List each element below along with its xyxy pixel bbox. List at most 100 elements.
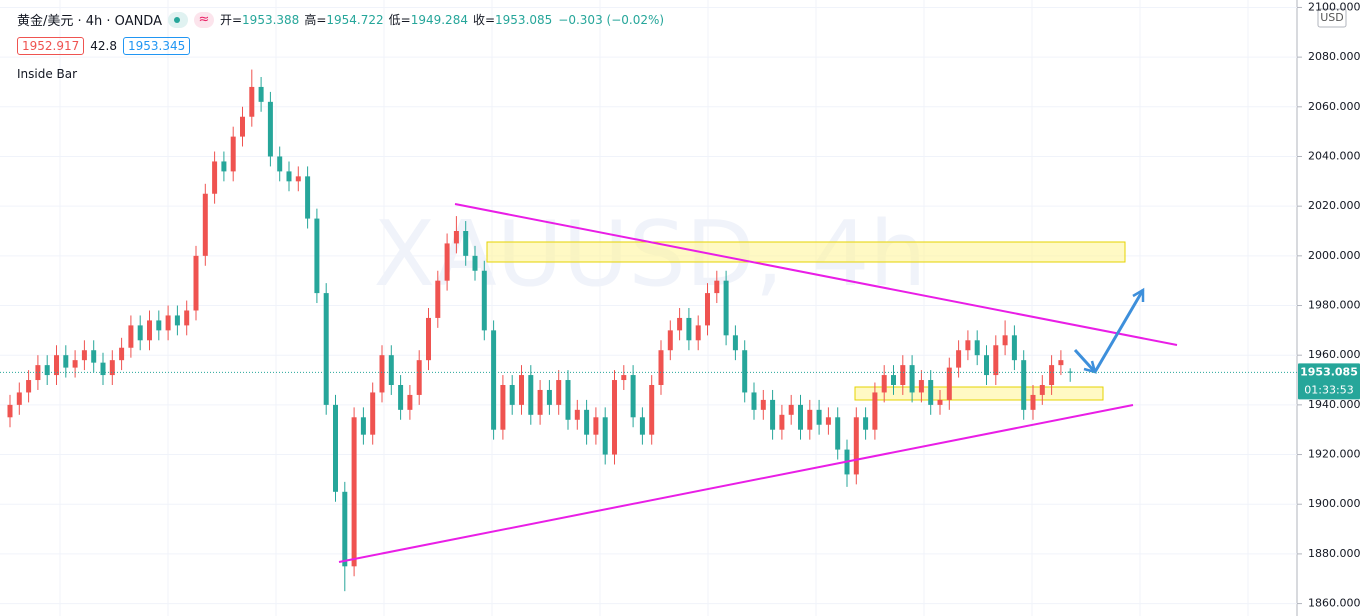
- last-price-label: 1953.085: [1300, 365, 1358, 378]
- ohlc-item: 收=1953.085: [473, 11, 552, 28]
- candle-body: [695, 325, 701, 341]
- y-tick-label: 2000.000: [1308, 249, 1361, 262]
- candle-body: [16, 392, 22, 405]
- y-tick-label: 2100.000: [1308, 0, 1361, 13]
- y-tick-label: 1960.000: [1308, 348, 1361, 361]
- candle-body: [481, 270, 487, 331]
- candle-body: [165, 315, 171, 331]
- candle-body: [565, 380, 571, 420]
- candle-body: [760, 399, 766, 410]
- candle-body: [853, 417, 859, 475]
- candle-body: [1039, 385, 1045, 395]
- candle-body: [881, 375, 887, 393]
- candle-body: [463, 231, 469, 256]
- candle-body: [119, 347, 125, 361]
- candle-body: [918, 380, 924, 393]
- candle-body: [602, 417, 608, 455]
- y-tick-label: 2040.000: [1308, 149, 1361, 162]
- candle-body: [742, 350, 748, 393]
- candle-body: [174, 315, 180, 326]
- candle-body: [333, 404, 338, 492]
- currency-box: [1317, 8, 1347, 28]
- ohlc-key: 低=: [388, 13, 411, 27]
- indicator[interactable]: Inside Bar: [17, 67, 78, 81]
- candle-body: [779, 414, 785, 430]
- candle-body: [295, 176, 301, 182]
- candle-body: [798, 404, 803, 430]
- y-tick-label: 1860.000: [1308, 597, 1361, 610]
- y-tick-label: 1920.000: [1308, 448, 1361, 461]
- candle-body: [128, 325, 134, 348]
- ohlc-value: 1949.284: [410, 13, 468, 27]
- candle-body: [305, 176, 311, 219]
- ask[interactable]: 1953.345: [122, 37, 191, 55]
- candle-body: [872, 392, 878, 430]
- candle-body: [519, 375, 524, 405]
- candle-body: [556, 380, 562, 405]
- candle-body: [147, 320, 152, 341]
- ohlc-key: 开=: [219, 13, 243, 27]
- candle-body: [184, 310, 190, 326]
- y-tick-label: 2060.000: [1308, 100, 1361, 113]
- candle-body: [528, 375, 534, 415]
- ohlc-item: 低=1949.284: [389, 11, 468, 28]
- support-zone: [854, 386, 1104, 401]
- candle-body: [639, 417, 645, 435]
- change: −0.303 (−0.02%): [558, 12, 665, 27]
- candle-body: [770, 399, 776, 430]
- candle-body: [379, 355, 385, 393]
- candle-body: [26, 380, 32, 393]
- candle-body: [240, 116, 245, 137]
- bid[interactable]: 1952.917: [17, 37, 85, 55]
- candle-body: [435, 280, 441, 318]
- candle-body: [574, 409, 580, 420]
- candle-body: [621, 375, 627, 381]
- candle-body: [509, 385, 515, 405]
- y-tick-label: 2020.000: [1308, 199, 1361, 212]
- candle-body: [63, 355, 69, 368]
- candle-body: [314, 218, 320, 294]
- candle-body: [630, 375, 636, 418]
- candle-body: [686, 317, 692, 341]
- market-badge[interactable]: ≈: [193, 11, 214, 28]
- candle-body: [956, 350, 962, 368]
- ohlc-key: 收=: [472, 13, 496, 27]
- candle-body: [677, 317, 683, 331]
- candle-body: [993, 345, 999, 376]
- candle-body: [109, 360, 115, 376]
- candle-body: [751, 392, 757, 410]
- candle-body: [1021, 360, 1027, 410]
- ohlc: 开=1953.388 高=1954.722 低=1949.284 收=1953.085: [220, 11, 552, 28]
- candle-body: [81, 350, 87, 361]
- candle-body: [1067, 371, 1073, 373]
- candle-body: [472, 255, 478, 271]
- candle-body: [398, 385, 404, 410]
- y-tick-label: 1880.000: [1308, 547, 1361, 560]
- candle-body: [835, 417, 841, 450]
- candle-body: [863, 417, 869, 430]
- candle-body: [342, 491, 348, 567]
- candle-body: [44, 365, 50, 376]
- ohlc-item: 开=1953.388: [220, 11, 299, 28]
- candle-body: [946, 367, 952, 400]
- candle-body: [221, 161, 227, 172]
- candle-body: [1030, 394, 1036, 410]
- trend-line-lower: [338, 404, 1134, 563]
- y-tick-label: 1940.000: [1308, 398, 1361, 411]
- candle-body: [705, 293, 710, 326]
- candle-body: [7, 404, 13, 418]
- forecast-arrow: [1093, 289, 1145, 373]
- candle-body: [360, 417, 366, 435]
- candle-body: [91, 350, 97, 363]
- candle-body: [249, 86, 255, 117]
- quote-row: 1952.917 42.8 1953.345: [17, 37, 191, 55]
- candle-body: [444, 243, 450, 281]
- status-dot: [167, 11, 188, 28]
- candle-body: [491, 330, 497, 430]
- candle-body: [426, 317, 431, 361]
- candle-body: [732, 335, 738, 351]
- candle-body: [974, 340, 980, 356]
- candle-body: [323, 293, 329, 405]
- candle-body: [35, 365, 41, 381]
